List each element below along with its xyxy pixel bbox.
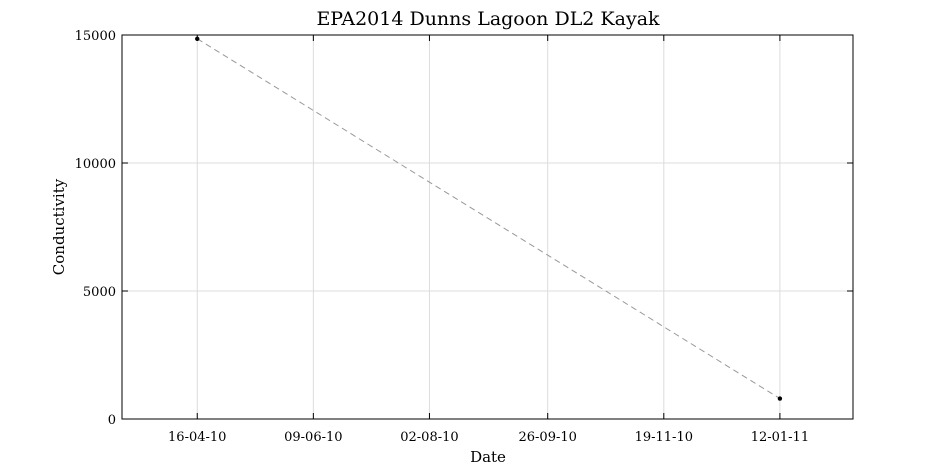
x-tick-label: 26-09-10 bbox=[518, 430, 576, 445]
grid bbox=[122, 34, 853, 420]
x-tick-label: 16-04-10 bbox=[168, 430, 226, 445]
data-point bbox=[195, 36, 200, 42]
axis-ticks: 16-04-10 09-06-10 02-08-10 26-09-10 19-11-10… bbox=[75, 29, 853, 445]
x-axis-label: Date bbox=[470, 448, 506, 466]
chart-title: EPA2014 Dunns Lagoon DL2 Kayak bbox=[316, 8, 660, 30]
x-tick-label: 12-01-11 bbox=[751, 430, 809, 445]
y-axis-label: Conductivity bbox=[50, 178, 68, 275]
x-tick-label: 02-08-10 bbox=[400, 430, 458, 445]
data-point bbox=[777, 396, 783, 401]
plot-frame bbox=[121, 34, 854, 420]
y-tick-label: 5000 bbox=[83, 285, 116, 300]
y-tick-label: 10000 bbox=[75, 157, 116, 172]
y-tick-label: 0 bbox=[108, 413, 116, 428]
series-layer bbox=[195, 36, 783, 401]
x-tick-label: 09-06-10 bbox=[284, 430, 342, 445]
series-line bbox=[197, 38, 781, 399]
y-tick-label: 15000 bbox=[75, 29, 116, 44]
x-tick-label: 19-11-10 bbox=[635, 430, 693, 445]
